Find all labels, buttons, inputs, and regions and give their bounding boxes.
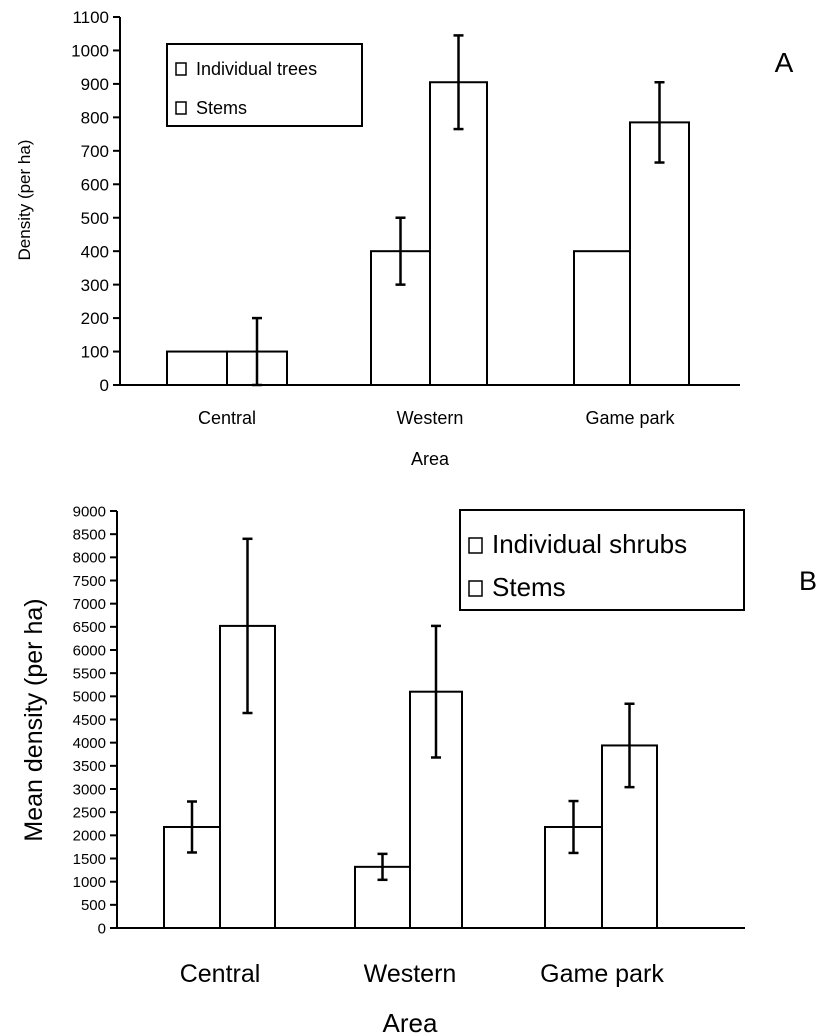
legend-box [166, 43, 363, 127]
x-axis-title: Area [383, 1008, 438, 1034]
y-tick-label: 3500 [73, 758, 106, 775]
legend-swatch [468, 580, 483, 597]
y-tick-label: 6000 [73, 642, 106, 659]
y-tick-label: 3000 [73, 781, 106, 798]
y-tick-label: 500 [81, 897, 106, 914]
y-tick-label: 2000 [73, 828, 106, 845]
panel-label: A [775, 47, 794, 78]
y-tick-label: 800 [81, 108, 109, 127]
y-tick-label: 1500 [73, 851, 106, 868]
x-category-label: Central [198, 408, 256, 428]
chart-panel-a: 0 100 200 300 400 500 600 700 800 900 1000 1100 Cent… [15, 8, 794, 469]
bar-stems-western [429, 81, 488, 387]
y-tick-label: 600 [81, 175, 109, 194]
y-axis-title: Density (per ha) [15, 140, 34, 261]
y-tick-label: 8000 [73, 550, 106, 567]
y-tick-label: 8500 [73, 527, 106, 544]
panel-label: B [799, 566, 817, 596]
legend-entry-label: Individual trees [196, 59, 317, 79]
chart-panel-b: 0 500 1000 1500 2000 2500 3000 3500 4000 4500 5000… [20, 503, 817, 1034]
legend-entry-label: Stems [492, 572, 566, 602]
y-tick-label: 4500 [73, 712, 106, 729]
bar-individual-trees-game-park [573, 250, 631, 386]
legend-swatch [175, 101, 187, 115]
y-tick-label: 7500 [73, 573, 106, 590]
y-tick-label: 200 [81, 309, 109, 328]
legend-swatch [468, 537, 483, 554]
y-tick-label: 400 [81, 242, 109, 261]
x-category-label: Western [364, 960, 457, 988]
y-tick-label: 9000 [73, 503, 106, 520]
y-tick-label: 4000 [73, 735, 106, 752]
legend-entry-label: Stems [196, 98, 247, 118]
y-tick-label: 1000 [71, 42, 109, 61]
y-tick-label: 1100 [72, 8, 109, 27]
legend-entry-label: Individual shrubs [492, 529, 687, 559]
y-tick-label: 7000 [73, 596, 106, 613]
x-category-label: Game park [540, 960, 664, 988]
y-tick-label: 0 [100, 376, 109, 395]
y-tick-label: 1000 [73, 874, 106, 891]
y-tick-label: 5500 [73, 666, 106, 683]
y-tick-label: 100 [81, 343, 109, 362]
y-tick-label: 700 [81, 142, 109, 161]
legend-swatch [175, 62, 187, 76]
y-tick-label: 900 [81, 75, 109, 94]
x-category-label: Western [397, 408, 464, 428]
x-category-label: Game park [585, 408, 675, 428]
y-axis-title: Mean density (per ha) [20, 598, 48, 841]
y-tick-label: 0 [98, 920, 106, 937]
y-tick-label: 500 [81, 209, 109, 228]
bar-stems-game-park [629, 121, 690, 387]
y-tick-label: 5000 [73, 689, 106, 706]
y-tick-label: 2500 [73, 805, 106, 822]
bar-individual-trees-central [166, 350, 228, 386]
y-tick-label: 300 [81, 276, 109, 295]
legend-box [459, 509, 745, 611]
x-axis-title: Area [411, 449, 450, 469]
x-category-label: Central [180, 960, 261, 988]
y-tick-label: 6500 [73, 619, 106, 636]
